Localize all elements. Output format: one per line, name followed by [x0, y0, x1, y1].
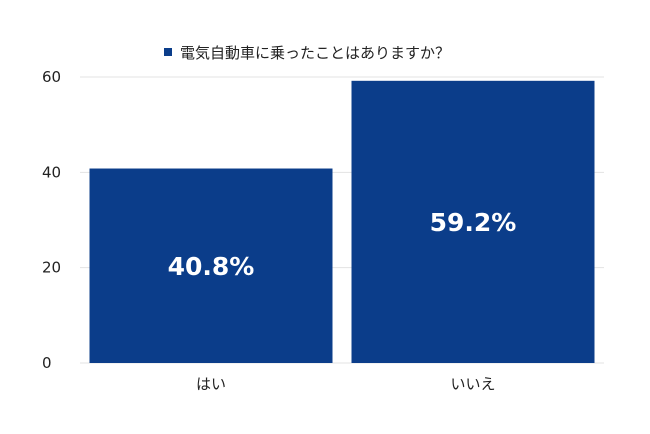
legend-label: 電気自動車に乗ったことはありますか？	[180, 44, 450, 62]
y-tick-label: 20	[42, 259, 61, 277]
data-label: 59.2%	[430, 208, 517, 237]
x-category-label: はい	[196, 375, 226, 393]
x-category-label: いいえ	[450, 375, 495, 393]
y-tick-label: 0	[42, 354, 52, 372]
bars	[89, 80, 595, 364]
y-tick-label: 60	[42, 68, 61, 86]
data-labels: 40.8% 59.2%	[168, 208, 517, 281]
y-axis-ticks: 0 20 40 60	[42, 68, 61, 372]
x-axis-categories: はい いいえ	[196, 375, 496, 393]
legend: 電気自動車に乗ったことはありますか？	[164, 44, 450, 62]
bar-1	[89, 168, 333, 363]
bar-2	[351, 80, 595, 364]
legend-swatch	[164, 48, 172, 56]
y-tick-label: 40	[42, 163, 61, 181]
data-label: 40.8%	[168, 252, 255, 281]
